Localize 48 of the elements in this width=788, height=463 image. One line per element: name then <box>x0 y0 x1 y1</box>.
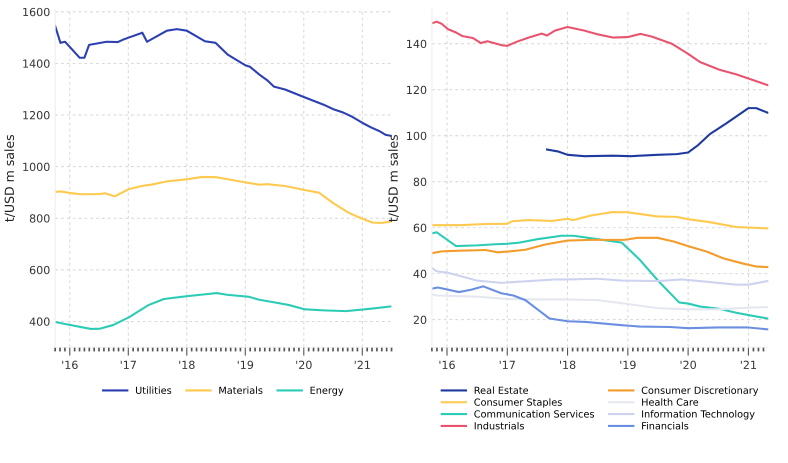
y-tick-label: 140 <box>407 40 426 48</box>
legend-label: Financials <box>642 422 688 430</box>
legend-label: Consumer Discretionary <box>642 386 758 396</box>
x-tick-label: '20 <box>296 360 312 370</box>
y-tick-label: 1000 <box>23 162 50 172</box>
x-tick-label: '20 <box>680 360 696 370</box>
y-axis-title: t/USD m sales <box>388 134 399 222</box>
x-tick-label: '17 <box>120 360 136 369</box>
x-tick-label: '16 <box>439 360 455 370</box>
y-tick-label: 100 <box>407 132 426 140</box>
y-tick-label: 80 <box>414 178 426 186</box>
y-axis-title: t/USD m sales <box>4 134 16 222</box>
x-tick-label: '17 <box>500 360 515 369</box>
line-series <box>432 20 768 86</box>
line-series <box>55 292 392 330</box>
line-series <box>432 211 768 230</box>
legend-label: Materials <box>219 386 262 394</box>
y-tick-label: 60 <box>414 224 426 232</box>
x-tick-label: '18 <box>179 360 195 370</box>
line-series <box>432 285 768 330</box>
y-tick-label: 1200 <box>23 111 50 120</box>
legend-label: Real Estate <box>474 386 528 394</box>
line-series <box>546 107 768 158</box>
legend-label: Utilities <box>136 386 172 394</box>
legend-label: Energy <box>310 386 344 396</box>
x-tick-label: '19 <box>620 360 636 370</box>
x-tick-label: '21 <box>354 360 370 369</box>
legend-label: Industrials <box>474 422 524 430</box>
x-tick-label: '21 <box>740 360 756 369</box>
y-tick-label: 800 <box>30 214 50 223</box>
y-tick-label: 400 <box>30 317 50 326</box>
legend-label: Consumer Staples <box>474 398 562 408</box>
y-tick-label: 1600 <box>23 8 50 16</box>
line-series <box>55 24 392 137</box>
legend-label: Information Technology <box>642 410 755 420</box>
y-tick-label: 120 <box>407 86 426 94</box>
y-tick-label: 600 <box>30 266 50 274</box>
y-tick-label: 20 <box>414 316 426 324</box>
x-tick-label: '18 <box>560 360 576 370</box>
line-series <box>432 266 768 286</box>
x-tick-label: '16 <box>62 360 78 370</box>
y-tick-label: 40 <box>413 270 426 278</box>
x-tick-label: '19 <box>238 360 254 370</box>
legend-label: Communication Services <box>474 410 594 418</box>
legend-label: Health Care <box>642 398 698 406</box>
line-series <box>432 236 768 268</box>
y-tick-label: 1400 <box>23 59 50 68</box>
line-series <box>432 231 768 320</box>
